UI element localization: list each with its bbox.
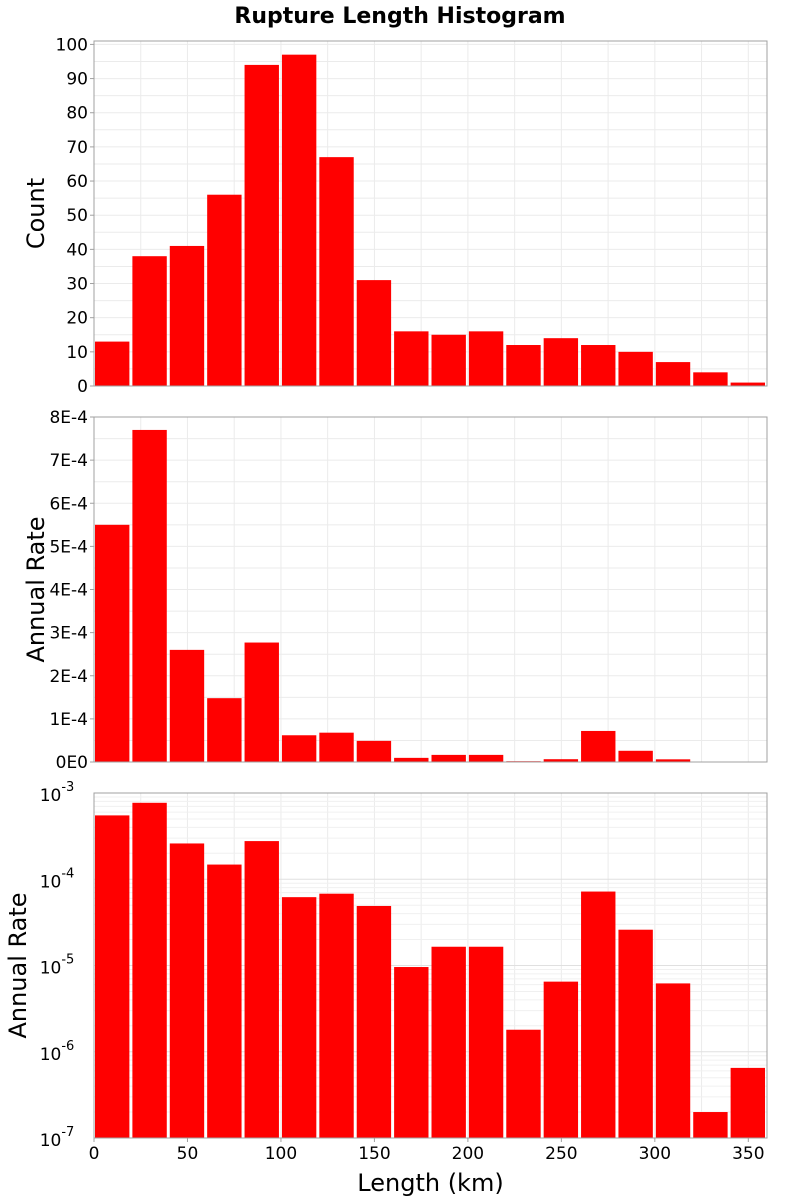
bar: [132, 802, 167, 1138]
y-axis-label: Count: [22, 178, 50, 249]
y-tick-label: 3E-4: [49, 624, 88, 644]
bar: [207, 194, 242, 386]
y-tick-label: 50: [66, 206, 88, 226]
bar: [95, 341, 130, 386]
y-tick-label: 6E-4: [49, 494, 88, 514]
chart-title: Rupture Length Histogram: [234, 4, 565, 29]
bar: [730, 382, 765, 386]
y-tick-label: 80: [66, 104, 88, 124]
count-histogram-panel: 0 10 20 30 40 50 60 70 80 90 100 Count: [22, 35, 768, 397]
x-tick-label: 50: [177, 1144, 199, 1164]
y-axis-label: Annual Rate: [4, 892, 32, 1038]
bar: [319, 732, 354, 762]
y-tick-label: 100: [56, 35, 88, 55]
bar: [618, 750, 653, 762]
bar: [281, 54, 317, 387]
plot-frame: [93, 40, 768, 387]
bar: [132, 256, 167, 386]
y-tick-label: 90: [66, 70, 88, 90]
bar: [730, 1067, 765, 1138]
y-tick-label: 10-4: [40, 866, 75, 892]
bar: [207, 864, 242, 1138]
x-tick-label: 150: [358, 1144, 390, 1164]
plot-frame: [93, 792, 768, 1139]
bar: [394, 967, 429, 1138]
bar: [394, 331, 429, 386]
y-tick-label: 2E-4: [49, 667, 88, 687]
bar: [431, 334, 466, 386]
bar: [244, 64, 279, 386]
bar: [655, 983, 691, 1138]
bar: [506, 345, 541, 386]
bar: [693, 372, 728, 386]
bar: [543, 338, 579, 386]
bar: [506, 1029, 541, 1138]
y-tick-label: 20: [66, 309, 88, 329]
bar: [356, 280, 392, 386]
y-tick-label: 60: [66, 172, 88, 192]
bar: [319, 893, 354, 1138]
bar: [244, 642, 279, 762]
bar: [543, 759, 579, 762]
y-tick-label: 30: [66, 275, 88, 295]
y-tick-label: 10: [66, 343, 88, 363]
bar: [207, 698, 242, 762]
x-axis-label: Length (km): [357, 1169, 503, 1197]
x-tick-label: 250: [545, 1144, 577, 1164]
bar: [431, 754, 466, 762]
bar: [543, 981, 579, 1138]
x-tick-label: 200: [452, 1144, 484, 1164]
y-tick-label: 0E0: [56, 753, 88, 773]
x-tick-label: 100: [265, 1144, 297, 1164]
bar: [618, 929, 653, 1138]
y-tick-label: 10-3: [40, 780, 75, 806]
bar: [468, 754, 504, 762]
y-tick-label: 8E-4: [49, 408, 88, 428]
y-tick-label: 1E-4: [49, 710, 88, 730]
x-tick-label: 0: [89, 1144, 100, 1164]
bar: [655, 362, 691, 386]
bar: [468, 946, 504, 1138]
bar: [581, 891, 616, 1138]
bar: [394, 757, 429, 762]
bar: [356, 905, 392, 1138]
bar: [95, 524, 130, 762]
bar: [244, 841, 279, 1138]
bar: [655, 759, 691, 762]
bar: [618, 351, 653, 386]
bar: [468, 331, 504, 386]
y-tick-label: 70: [66, 138, 88, 158]
bar: [281, 897, 317, 1138]
bar: [319, 157, 354, 386]
bar: [169, 649, 205, 762]
bar: [693, 1112, 728, 1138]
bar: [132, 429, 167, 762]
bar: [95, 815, 130, 1138]
y-tick-label: 10-5: [40, 953, 75, 979]
y-tick-label: 10-7: [40, 1125, 75, 1151]
y-tick-label: 4E-4: [49, 581, 88, 601]
y-tick-label: 5E-4: [49, 537, 88, 557]
x-tick-label: 350: [732, 1144, 764, 1164]
bar: [356, 740, 392, 762]
y-tick-label: 0: [77, 377, 88, 397]
bar: [281, 735, 317, 762]
bar: [581, 345, 616, 386]
bar: [169, 843, 205, 1138]
x-tick-label: 300: [639, 1144, 671, 1164]
bar: [581, 730, 616, 762]
annual-rate-log-panel: 10-7 10-6 10-5 10-4 10-3 Annual Rate 0 50 100 150…: [4, 780, 768, 1197]
y-tick-label: 40: [66, 240, 88, 260]
y-tick-label: 10-6: [40, 1039, 75, 1065]
y-axis-label: Annual Rate: [22, 516, 50, 662]
annual-rate-linear-panel: 0E0 1E-4 2E-4 3E-4 4E-4 5E-4 6E-4 7E-4 8E-4 Annua…: [22, 408, 768, 773]
bar: [431, 946, 466, 1138]
y-tick-label: 7E-4: [49, 451, 88, 471]
bar: [169, 245, 205, 386]
